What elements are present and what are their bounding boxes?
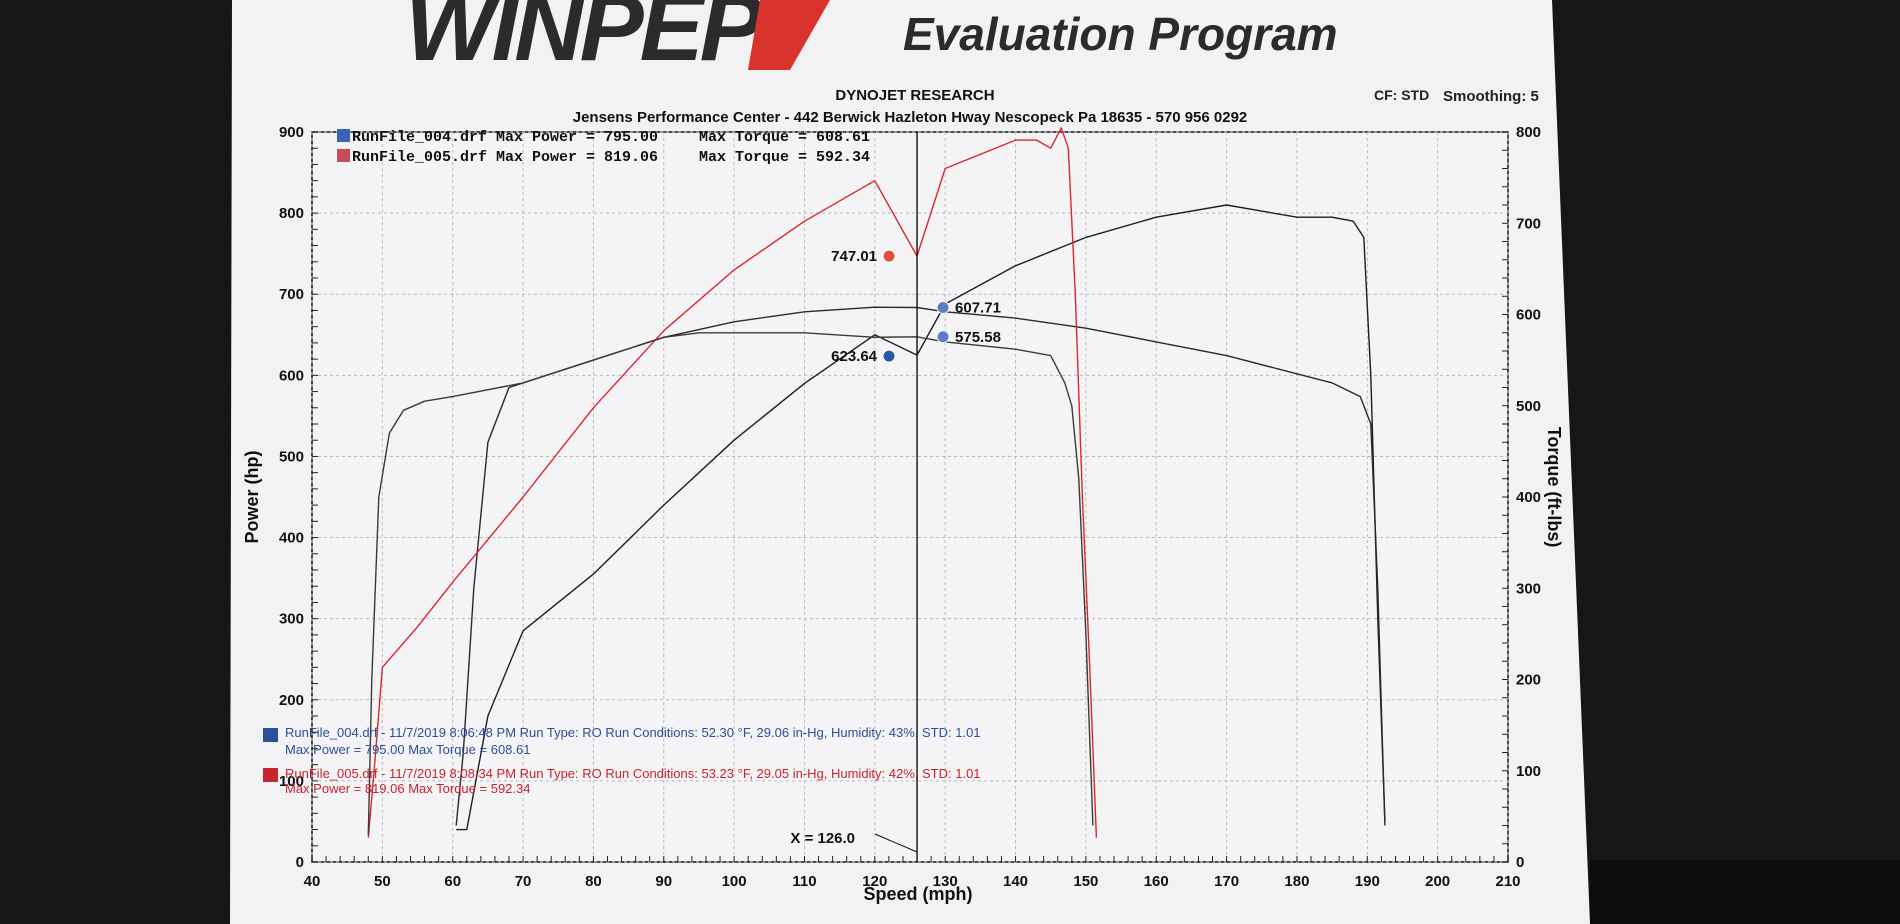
y2-tick-label: 800 [1516, 124, 1541, 141]
legend-run004-power: RunFile_004.drf Max Power = 795.00 [352, 129, 658, 146]
x-tick-label: 150 [1073, 873, 1098, 890]
cursor-group: X = 126.0 [790, 132, 918, 862]
plot-area [311, 131, 1509, 863]
x-axis-title: Speed (mph) [863, 884, 972, 904]
x-tick-label: 80 [585, 873, 602, 890]
cursor-marker-label: 623.64 [831, 348, 878, 365]
series-line-runfile-004-drf-power [456, 204, 1386, 831]
y-tick-label: 500 [279, 448, 304, 465]
plot-grid [311, 131, 1509, 863]
run-info-004-line1: RunFile_004.drf - 11/7/2019 8:06:48 PM R… [285, 725, 981, 740]
y2-tick-label: 700 [1516, 215, 1541, 232]
x-tick-label: 100 [722, 873, 747, 890]
winpep-logo: WINPEP [405, 0, 765, 81]
x-tick-label: 70 [515, 873, 532, 890]
x-tick-label: 120 [862, 873, 887, 890]
desk-shadow [1590, 860, 1900, 924]
y-tick-label: 700 [279, 286, 304, 303]
plot-axes: 40 50 60 70 80 90 100 110 120 130 140 150 160 170 180 1… [279, 124, 1541, 890]
series-line-runfile-005-drf-power [367, 127, 1098, 838]
shop-line: Jensens Performance Center - 442 Berwick… [573, 109, 1248, 126]
x-tick-label: 60 [444, 873, 461, 890]
x-tick-label: 50 [374, 873, 391, 890]
run-info-swatch-005 [263, 768, 278, 782]
y2-tick-label: 0 [1516, 854, 1524, 871]
cursor-marker-dot [882, 349, 896, 363]
legend-run004-torque: Max Torque = 608.61 [699, 129, 870, 146]
x-tick-label: 190 [1355, 873, 1380, 890]
run-info-005-line1: RunFile_005.drf - 11/7/2019 8:08:34 PM R… [285, 766, 981, 781]
y-tick-label: 0 [296, 854, 304, 871]
x-tick-label: 170 [1214, 873, 1239, 890]
x-tick-label: 130 [933, 873, 958, 890]
legend-run005-power: RunFile_005.drf Max Power = 819.06 [352, 149, 658, 166]
cursor-marker-label: 607.71 [955, 299, 1001, 316]
x-tick-label: 200 [1425, 873, 1450, 890]
cursor-marker-dot [936, 300, 950, 314]
x-tick-label: 180 [1284, 873, 1309, 890]
cursor-marker-label: 575.58 [955, 329, 1001, 346]
cursor-marker-dot [936, 330, 950, 344]
y2-axis-title: Torque (ft-lbs) [1544, 427, 1564, 548]
y-axis-title: Power (hp) [242, 450, 262, 543]
y-tick-label: 400 [279, 530, 304, 547]
settings-smoothing: Smoothing: 5 [1443, 88, 1539, 105]
cursor-marker-label: 747.01 [831, 248, 877, 265]
run-info-swatch-004 [263, 728, 278, 742]
cursor-leader [874, 833, 918, 853]
program-title: Evaluation Program [903, 8, 1338, 60]
cursor-label: X = 126.0 [790, 830, 855, 847]
x-tick-label: 160 [1144, 873, 1169, 890]
y-tick-label: 100 [279, 773, 304, 790]
cursor-markers: 747.01 623.64 607.71 575.58 [831, 248, 1001, 365]
cursor-marker-dot [882, 249, 896, 263]
y2-tick-label: 600 [1516, 307, 1541, 324]
x-tick-label: 90 [655, 873, 672, 890]
y-tick-label: 200 [279, 692, 304, 709]
winpep-logo-slash [748, 0, 830, 70]
y-tick-label: 900 [279, 124, 304, 141]
run-info-004-line2: Max Power = 795.00 Max Torque = 608.61 [285, 742, 530, 757]
y2-tick-label: 400 [1516, 489, 1541, 506]
y-tick-label: 300 [279, 611, 304, 628]
y2-tick-label: 100 [1516, 763, 1541, 780]
series-line-runfile-005-drf-torque [367, 332, 1094, 835]
settings-cf: CF: STD [1374, 87, 1429, 103]
y2-tick-label: 200 [1516, 672, 1541, 689]
y2-tick-label: 300 [1516, 580, 1541, 597]
top-legend: RunFile_004.drf Max Power = 795.00 Max T… [337, 129, 870, 166]
x-tick-label: 210 [1495, 873, 1520, 890]
run-info: RunFile_004.drf - 11/7/2019 8:06:48 PM R… [263, 725, 981, 796]
y-tick-label: 800 [279, 205, 304, 222]
x-tick-label: 110 [792, 873, 816, 890]
legend-run005-torque: Max Torque = 592.34 [699, 149, 870, 166]
y-tick-label: 600 [279, 367, 304, 384]
x-tick-label: 40 [304, 873, 321, 890]
run-info-005-line2: Max Power = 819.06 Max Torque = 592.34 [285, 781, 530, 796]
x-tick-label: 140 [1003, 873, 1028, 890]
legend-swatch-run005 [337, 149, 350, 162]
y2-tick-label: 500 [1516, 398, 1541, 415]
legend-swatch-run004 [337, 129, 350, 142]
company-name: DYNOJET RESEARCH [835, 87, 994, 104]
